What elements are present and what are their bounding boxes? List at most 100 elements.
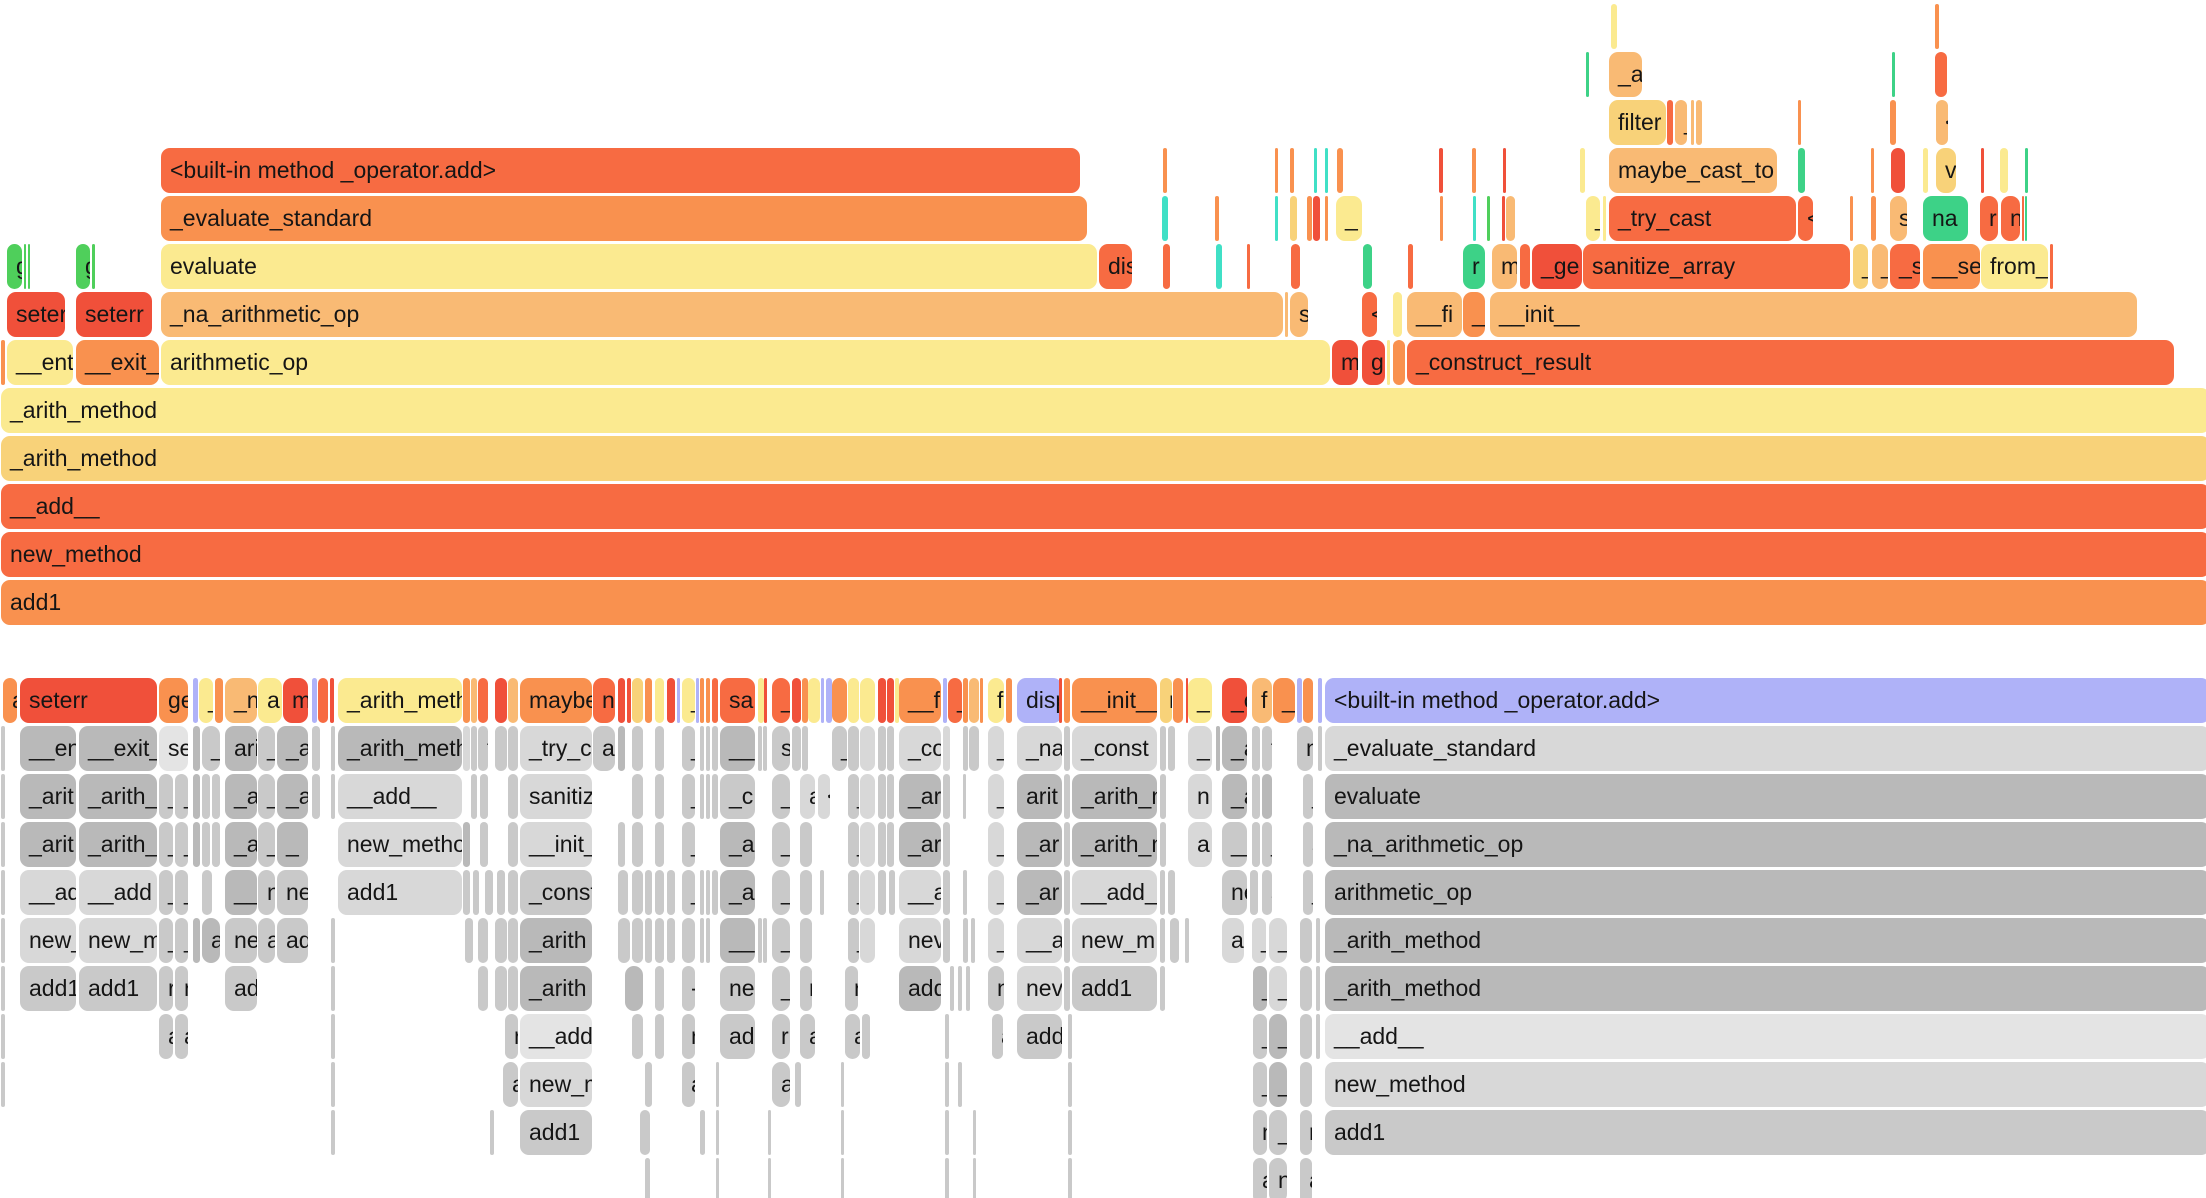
- frame-sliver[interactable]: [1068, 1062, 1072, 1107]
- frame-sliver[interactable]: [800, 870, 812, 915]
- frame-sliver[interactable]: [963, 918, 968, 963]
- frame-sliver[interactable]: [1502, 196, 1505, 241]
- frame-sliver[interactable]: [508, 774, 518, 819]
- frame-sliver[interactable]: [478, 678, 488, 723]
- frame-sliver[interactable]: [1850, 196, 1853, 241]
- frame-add1[interactable]: add1: [338, 870, 462, 915]
- frame-sliver[interactable]: [841, 1062, 844, 1107]
- frame-sliver[interactable]: [1068, 1158, 1072, 1198]
- frame-__a[interactable]: __a: [899, 870, 941, 915]
- frame-sliver[interactable]: [480, 822, 488, 867]
- frame-_ge[interactable]: _ge: [1532, 244, 1582, 289]
- frame-sliver[interactable]: [463, 678, 470, 723]
- frame-_[interactable]: _: [848, 822, 859, 867]
- frame-sliver[interactable]: [1064, 726, 1070, 771]
- frame-_[interactable]: _: [199, 678, 213, 723]
- frame-sliver[interactable]: [193, 918, 200, 963]
- frame-_[interactable]: _: [1853, 244, 1868, 289]
- frame-sliver[interactable]: [800, 822, 812, 867]
- frame-sliver[interactable]: [1472, 148, 1476, 193]
- frame-sliver[interactable]: [463, 870, 470, 915]
- frame-_[interactable]: _: [682, 726, 695, 771]
- frame-sliver[interactable]: [1316, 1014, 1320, 1059]
- frame-_arith_[interactable]: _arith_: [79, 822, 157, 867]
- frame-ne[interactable]: ne: [277, 870, 308, 915]
- frame-_[interactable]: _: [1253, 966, 1267, 1011]
- frame-sliver[interactable]: [495, 726, 507, 771]
- frame-new_m[interactable]: new_m: [1072, 918, 1157, 963]
- frame-__[interactable]: __: [1222, 822, 1247, 867]
- frame-sliver[interactable]: [1275, 148, 1278, 193]
- frame-<built-in method _operator.add>[interactable]: <built-in method _operator.add>: [161, 148, 1080, 193]
- frame-_[interactable]: _: [848, 870, 859, 915]
- frame-sliver[interactable]: [465, 918, 473, 963]
- frame-sliver[interactable]: [212, 774, 220, 819]
- frame-sliver[interactable]: [700, 678, 704, 723]
- frame-sliver[interactable]: [618, 726, 625, 771]
- frame-s[interactable]: s: [1252, 822, 1260, 867]
- frame-sliver[interactable]: [618, 678, 625, 723]
- frame-sliver[interactable]: [1393, 292, 1402, 337]
- frame-sliver[interactable]: [215, 678, 223, 723]
- frame-sliver[interactable]: [640, 1110, 650, 1155]
- frame-_[interactable]: _: [159, 822, 173, 867]
- frame-sliver[interactable]: [980, 678, 983, 723]
- frame-sliver[interactable]: [463, 822, 470, 867]
- frame-ne[interactable]: ne: [720, 966, 755, 1011]
- frame-sliver[interactable]: [860, 870, 875, 915]
- frame-sliver[interactable]: [1059, 678, 1062, 723]
- frame-ad[interactable]: ad: [1222, 918, 1244, 963]
- frame-__ad[interactable]: __ad: [20, 870, 76, 915]
- frame-a[interactable]: a: [682, 1062, 695, 1107]
- frame-sliver[interactable]: [758, 918, 762, 963]
- frame-sliver[interactable]: [655, 966, 664, 1011]
- frame-sliver[interactable]: [632, 678, 643, 723]
- frame-_[interactable]: _: [1303, 870, 1313, 915]
- frame-a[interactable]: a: [992, 1014, 1003, 1059]
- frame-new_m[interactable]: new_m: [520, 1062, 592, 1107]
- frame-_ar[interactable]: _ar: [1017, 870, 1062, 915]
- frame-sliver[interactable]: [1300, 1062, 1312, 1107]
- frame-a[interactable]: a: [503, 1062, 518, 1107]
- frame-_na[interactable]: _na: [1017, 726, 1062, 771]
- frame-sliver[interactable]: [2025, 148, 2028, 193]
- frame-__enter__[interactable]: __enter__: [20, 726, 76, 771]
- frame-sliver[interactable]: [1160, 822, 1166, 867]
- frame-__f[interactable]: __f: [899, 678, 941, 723]
- frame-sliver[interactable]: [943, 918, 950, 963]
- frame-na[interactable]: na: [1923, 196, 1968, 241]
- frame-a[interactable]: a: [258, 678, 282, 723]
- frame-sliver[interactable]: [878, 678, 886, 723]
- frame-sliver[interactable]: [1160, 726, 1166, 771]
- frame-sliver[interactable]: [1247, 244, 1250, 289]
- frame-fi[interactable]: fi: [1262, 726, 1272, 771]
- frame-sliver[interactable]: [887, 678, 894, 723]
- frame-sliver[interactable]: [193, 822, 200, 867]
- frame-nev[interactable]: nev: [899, 918, 941, 963]
- frame-a[interactable]: a: [845, 1014, 860, 1059]
- frame-sliver[interactable]: [202, 774, 210, 819]
- frame-_[interactable]: _: [1253, 1062, 1267, 1107]
- frame-sliver[interactable]: [1337, 148, 1343, 193]
- frame-sliver[interactable]: [632, 822, 643, 867]
- frame-__add[interactable]: __add: [520, 1014, 592, 1059]
- frame-sliver[interactable]: [1160, 918, 1165, 963]
- frame-sliver[interactable]: [1, 822, 5, 867]
- frame-sliver[interactable]: [1160, 966, 1165, 1011]
- frame-sliver[interactable]: [1440, 196, 1443, 241]
- frame-sliver[interactable]: [1696, 100, 1702, 145]
- frame-sliver[interactable]: [193, 678, 198, 723]
- frame-filter[interactable]: filter: [1609, 100, 1666, 145]
- frame-_[interactable]: _: [1168, 726, 1175, 771]
- frame-_a[interactable]: _a: [1222, 726, 1247, 771]
- frame-_ar[interactable]: _ar: [899, 822, 941, 867]
- frame-sliver[interactable]: [471, 774, 477, 819]
- frame-__[interactable]: __: [225, 870, 257, 915]
- frame-__add__[interactable]: __add__: [1072, 870, 1157, 915]
- frame-sliver[interactable]: [1303, 678, 1313, 723]
- frame-sliver[interactable]: [821, 678, 824, 723]
- frame-sliver[interactable]: [645, 678, 652, 723]
- frame-sliver[interactable]: [963, 726, 968, 771]
- frame-_[interactable]: _: [772, 822, 790, 867]
- frame-sliver[interactable]: [1871, 148, 1874, 193]
